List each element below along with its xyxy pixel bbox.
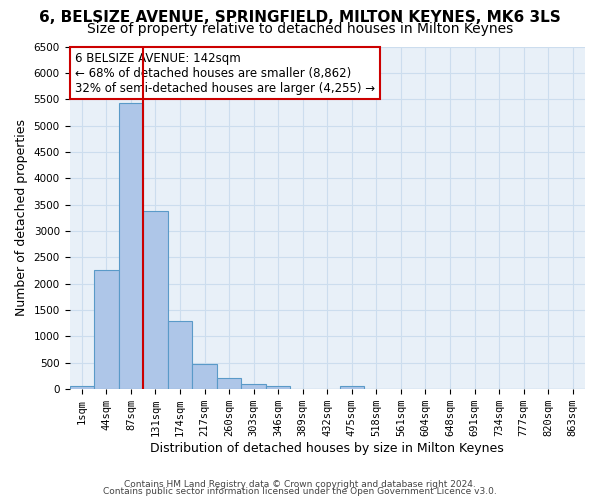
Text: Size of property relative to detached houses in Milton Keynes: Size of property relative to detached ho… bbox=[87, 22, 513, 36]
Text: Contains HM Land Registry data © Crown copyright and database right 2024.: Contains HM Land Registry data © Crown c… bbox=[124, 480, 476, 489]
Bar bbox=[266, 386, 290, 389]
Text: Contains public sector information licensed under the Open Government Licence v3: Contains public sector information licen… bbox=[103, 488, 497, 496]
Bar bbox=[70, 386, 94, 389]
Text: 6, BELSIZE AVENUE, SPRINGFIELD, MILTON KEYNES, MK6 3LS: 6, BELSIZE AVENUE, SPRINGFIELD, MILTON K… bbox=[39, 10, 561, 25]
X-axis label: Distribution of detached houses by size in Milton Keynes: Distribution of detached houses by size … bbox=[151, 442, 504, 455]
Bar bbox=[217, 378, 241, 389]
Bar bbox=[143, 211, 168, 389]
Bar bbox=[340, 386, 364, 389]
Bar bbox=[94, 270, 119, 389]
Text: 6 BELSIZE AVENUE: 142sqm
← 68% of detached houses are smaller (8,862)
32% of sem: 6 BELSIZE AVENUE: 142sqm ← 68% of detach… bbox=[74, 52, 375, 94]
Bar bbox=[192, 364, 217, 389]
Bar bbox=[119, 103, 143, 389]
Y-axis label: Number of detached properties: Number of detached properties bbox=[15, 120, 28, 316]
Bar bbox=[168, 320, 192, 389]
Bar bbox=[241, 384, 266, 389]
